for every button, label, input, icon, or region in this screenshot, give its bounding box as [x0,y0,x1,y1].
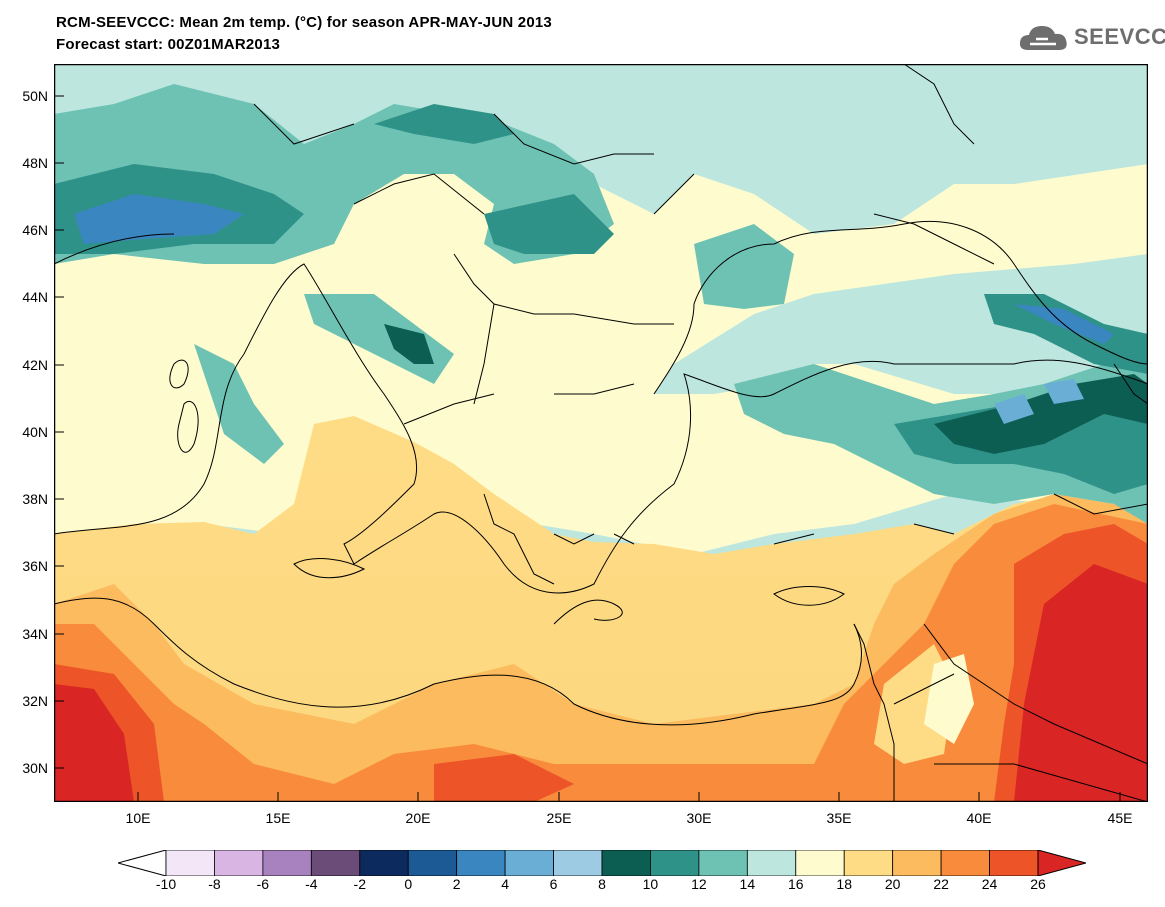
lat-label: 30N [22,760,48,776]
colorbar-swatch [650,850,700,876]
colorbar-label: 12 [691,876,707,892]
colorbar-swatch [553,850,603,876]
lon-label: 30E [686,810,712,826]
colorbar-swatch [989,850,1039,876]
colorbar-label: 20 [884,876,901,892]
lon-label: 40E [966,810,992,826]
zone-6-8-anatolia [994,379,1084,424]
colorbar-swatch [698,850,748,876]
zone-10-12-caucasus [984,294,1148,374]
colorbar-label: 2 [452,876,461,892]
lon-label: 45E [1107,810,1133,826]
colorbar-swatch [359,850,409,876]
seevccc-logo: SEEVCCC [1018,22,1165,56]
lon-label: 15E [265,810,291,826]
colorbar-swatch [214,850,264,876]
logo-text: SEEVCCC [1074,24,1165,49]
colorbar-swatch [746,850,797,876]
lon-label: 25E [546,810,572,826]
colorbar-label: 0 [404,876,413,892]
colorbar-swatch [601,850,651,876]
zone-12-14-blacksea [694,224,794,309]
zone-over-26 [54,564,1148,802]
colorbar-label: 24 [981,876,998,892]
colorbar [118,850,1086,876]
coastlines [54,64,1148,802]
zone-8-10-anatolia [934,374,1148,454]
lat-label: 38N [22,491,48,507]
lat-label: 32N [22,693,48,709]
lat-label: 44N [22,289,48,305]
zone-4-6-alps [74,194,244,244]
colorbar-label: -2 [353,876,366,892]
colorbar-swatch [504,850,554,876]
lat-label: 36N [22,558,48,574]
colorbar-label: 4 [501,876,510,892]
forecast-start-subtitle: Forecast start: 00Z01MAR2013 [56,36,281,53]
lat-label: 48N [22,155,48,171]
colorbar-swatch [165,850,215,876]
map-ticks [54,95,1121,802]
colorbar-swatch [310,850,361,876]
zone-8-10-dinarides [384,324,434,364]
colorbar-label: 10 [642,876,659,892]
zone-22-24 [54,504,1148,802]
zone-desert-18 [924,654,974,744]
lon-label: 35E [826,810,852,826]
colorbar-label: 6 [549,876,558,892]
colorbar-label: -8 [208,876,221,892]
colorbar-label: 18 [836,876,853,892]
map-frame [54,64,1148,802]
cloud-icon [1019,26,1067,50]
colorbar-label: 8 [598,876,606,892]
colorbar-label: 26 [1030,876,1046,892]
temperature-map [54,64,1148,802]
lat-label: 50N [22,88,48,104]
colorbar-label: 22 [933,876,949,892]
colorbar-label: -6 [256,876,270,892]
colorbar-swatch [456,850,506,876]
colorbar-label: -10 [155,876,177,892]
lat-label: 40N [22,424,48,440]
colorbar-swatch [407,850,458,876]
lat-label: 46N [22,222,48,238]
map-title: RCM-SEEVCCC: Mean 2m temp. (°C) for seas… [56,14,552,31]
colorbar-swatch [795,850,845,876]
colorbar-swatch [892,850,942,876]
colorbar-under-triangle [118,850,167,876]
colorbar-swatch [262,850,312,876]
zone-10-12-carpathian [374,104,514,144]
colorbar-label: 16 [787,876,804,892]
colorbar-label: -4 [305,876,318,892]
colorbar-swatch [940,850,990,876]
colorbar-swatch [843,850,894,876]
lat-label: 42N [22,357,48,373]
colorbar-over-triangle [1037,850,1086,876]
lon-label: 20E [405,810,431,826]
zone-12-14-apennines [194,344,284,464]
zone-10-12-romania [484,194,614,254]
lat-label: 34N [22,626,48,642]
colorbar-label: 14 [739,876,756,892]
lon-label: 10E [125,810,151,826]
